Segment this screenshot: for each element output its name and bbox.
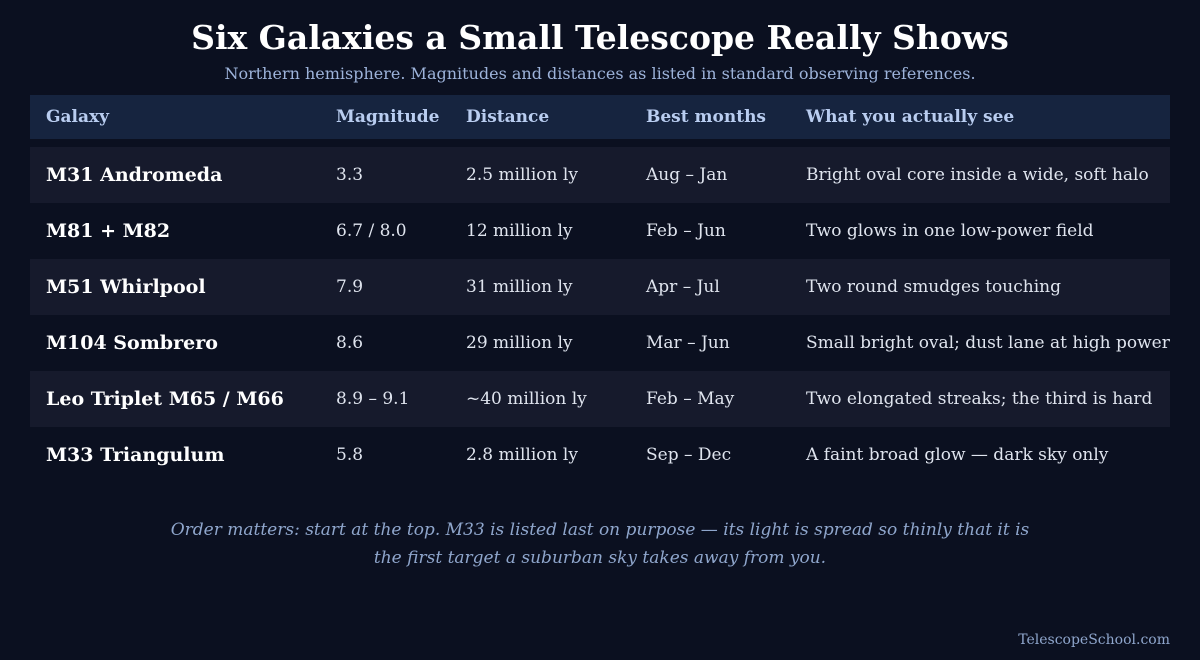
galaxy-description: Bright oval core inside a wide, soft hal… <box>806 165 1149 185</box>
table-row: M31 Andromeda 3.3 2.5 million ly Aug – J… <box>30 147 1170 203</box>
galaxy-table: Galaxy Magnitude Distance Best months Wh… <box>30 95 1170 483</box>
galaxy-magnitude: 8.6 <box>336 333 364 353</box>
page-subtitle: Northern hemisphere. Magnitudes and dist… <box>224 64 976 83</box>
galaxy-distance: ~40 million ly <box>466 389 587 409</box>
table-row: Leo Triplet M65 / M66 8.9 – 9.1 ~40 mill… <box>30 371 1170 427</box>
galaxy-magnitude: 5.8 <box>336 445 364 465</box>
observing-note-line-2: the first target a suburban sky takes aw… <box>373 548 827 568</box>
galaxy-best-months: Mar – Jun <box>646 333 730 353</box>
galaxy-magnitude: 6.7 / 8.0 <box>336 221 407 241</box>
galaxy-name: M51 Whirlpool <box>46 276 206 298</box>
galaxy-distance: 12 million ly <box>466 221 573 241</box>
galaxy-best-months: Feb – Jun <box>646 221 726 241</box>
observing-note-line-1: Order matters: start at the top. M33 is … <box>170 520 1030 540</box>
page-title: Six Galaxies a Small Telescope Really Sh… <box>191 18 1009 57</box>
table-row: M51 Whirlpool 7.9 31 million ly Apr – Ju… <box>30 259 1170 315</box>
site-credit: TelescopeSchool.com <box>1018 632 1170 648</box>
column-header-galaxy: Galaxy <box>46 107 110 127</box>
galaxy-distance: 29 million ly <box>466 333 573 353</box>
galaxy-best-months: Apr – Jul <box>646 277 720 297</box>
galaxy-magnitude: 3.3 <box>336 165 364 185</box>
table-row: M104 Sombrero 8.6 29 million ly Mar – Ju… <box>30 315 1170 371</box>
galaxy-best-months: Aug – Jan <box>646 165 728 185</box>
galaxy-description: Small bright oval; dust lane at high pow… <box>806 333 1170 353</box>
galaxy-name: M31 Andromeda <box>46 164 223 186</box>
galaxy-best-months: Sep – Dec <box>646 445 732 465</box>
observing-note: Order matters: start at the top. M33 is … <box>0 516 1200 572</box>
column-header-magnitude: Magnitude <box>336 107 440 127</box>
column-header-best-months: Best months <box>646 107 766 127</box>
galaxy-name: M81 + M82 <box>46 220 171 242</box>
table-body: M31 Andromeda 3.3 2.5 million ly Aug – J… <box>30 147 1170 483</box>
galaxy-name: Leo Triplet M65 / M66 <box>46 388 284 410</box>
table-header-row: Galaxy Magnitude Distance Best months Wh… <box>30 95 1170 139</box>
galaxy-magnitude: 7.9 <box>336 277 364 297</box>
galaxy-description: Two elongated streaks; the third is hard <box>806 389 1153 409</box>
table-row: M81 + M82 6.7 / 8.0 12 million ly Feb – … <box>30 203 1170 259</box>
galaxy-magnitude: 8.9 – 9.1 <box>336 389 410 409</box>
galaxy-description: A faint broad glow — dark sky only <box>806 445 1109 465</box>
galaxy-best-months: Feb – May <box>646 389 735 409</box>
column-header-distance: Distance <box>466 107 550 127</box>
galaxy-description: Two glows in one low-power field <box>806 221 1094 241</box>
column-header-what-you-see: What you actually see <box>806 107 1015 127</box>
galaxy-distance: 2.8 million ly <box>466 445 578 465</box>
table-row: M33 Triangulum 5.8 2.8 million ly Sep – … <box>30 427 1170 483</box>
galaxy-distance: 2.5 million ly <box>466 165 578 185</box>
galaxy-name: M33 Triangulum <box>46 444 225 466</box>
galaxy-description: Two round smudges touching <box>806 277 1061 297</box>
galaxy-distance: 31 million ly <box>466 277 573 297</box>
galaxy-name: M104 Sombrero <box>46 332 218 354</box>
